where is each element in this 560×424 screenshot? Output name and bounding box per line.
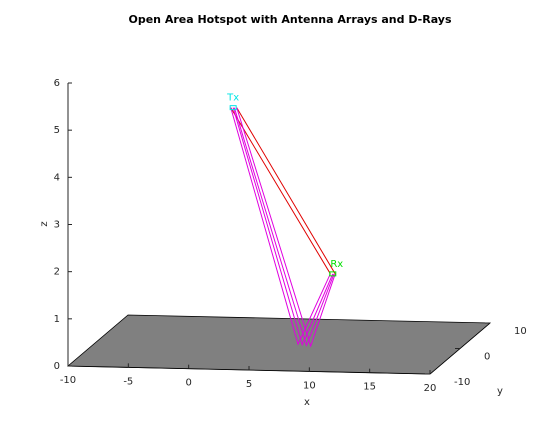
x-tick-label: 20 xyxy=(424,383,437,394)
z-axis-label: z xyxy=(39,221,50,226)
x-axis-label: x xyxy=(304,397,310,408)
rx-marker xyxy=(329,271,337,277)
ray xyxy=(236,107,336,275)
z-tick-label: 3 xyxy=(54,220,60,231)
x-tick-label: 10 xyxy=(303,380,316,391)
x-tick-label: 15 xyxy=(363,382,376,393)
x-tick-label: 0 xyxy=(185,378,191,389)
z-tick-label: 1 xyxy=(54,314,60,325)
ray xyxy=(233,107,335,347)
x-tick-label: -5 xyxy=(123,376,133,387)
y-axis-label: y xyxy=(497,386,503,397)
ray xyxy=(230,107,331,346)
tx-label: Tx xyxy=(226,93,239,104)
z-tick-label: 2 xyxy=(54,267,60,278)
ray xyxy=(230,107,331,275)
ray xyxy=(232,107,334,347)
z-tick-label: 0 xyxy=(54,361,60,372)
tx-marker xyxy=(229,105,237,111)
y-tick-label: -10 xyxy=(454,377,470,388)
y-tick-label: 10 xyxy=(514,326,527,337)
rx-label: Rx xyxy=(330,259,343,270)
z-tick-label: 4 xyxy=(54,172,60,183)
chart-title: Open Area Hotspot with Antenna Arrays an… xyxy=(128,13,451,26)
ground-plane xyxy=(66,314,492,375)
z-tick-label: 5 xyxy=(54,125,60,136)
y-tick-label: 0 xyxy=(484,352,490,363)
z-tick-label: 6 xyxy=(54,78,60,89)
x-tick-label: -10 xyxy=(60,375,76,386)
x-tick-label: 5 xyxy=(246,379,252,390)
ray xyxy=(236,107,336,348)
